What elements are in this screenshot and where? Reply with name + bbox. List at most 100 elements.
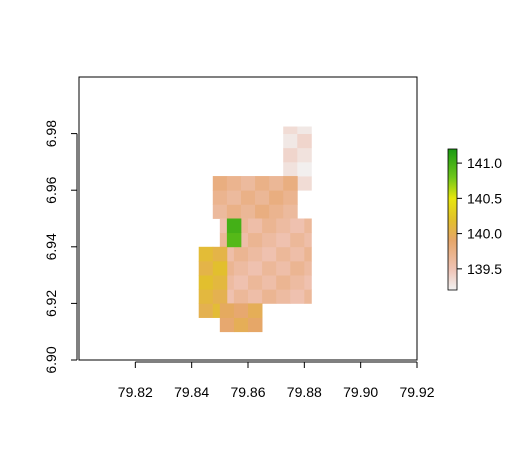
y-tick-label: 6.98: [43, 120, 59, 147]
color-legend: 139.5 140.0 140.5 141.0: [447, 148, 502, 291]
raster-cell: [262, 232, 277, 248]
raster-cell: [297, 147, 312, 163]
x-axis: 79.82 79.84 79.86 79.88 79.90 79.92: [118, 361, 435, 400]
raster-cell: [276, 218, 291, 234]
raster-cell: [233, 260, 249, 276]
raster-cell: [198, 303, 214, 318]
raster-cell: [262, 218, 277, 234]
raster-cell: [248, 218, 263, 234]
legend-tick-label: 141.0: [467, 155, 502, 171]
raster-cell: [233, 317, 249, 333]
raster-cell: [255, 204, 270, 219]
raster-cell: [198, 289, 214, 304]
y-tick-label: 6.90: [43, 346, 59, 373]
raster-cell: [248, 246, 263, 262]
raster-cell: [304, 218, 312, 234]
legend-color-bar: [447, 148, 458, 291]
raster-cell: [290, 218, 305, 234]
legend-tick-label: 139.5: [467, 261, 502, 277]
raster-cell: [276, 246, 291, 262]
raster-cell: [233, 246, 249, 262]
y-axis: 6.90 6.92 6.94 6.96 6.98: [43, 120, 78, 374]
raster-cell: [248, 303, 263, 318]
raster-cell: [255, 190, 270, 205]
raster-cell: [290, 246, 305, 262]
raster-cell: [269, 204, 284, 219]
raster-cell: [283, 176, 298, 191]
raster-cell: [240, 190, 256, 205]
raster-cell: [290, 232, 305, 248]
raster-cell: [269, 190, 284, 205]
raster-cell: [290, 275, 305, 290]
raster-cell: [226, 190, 242, 205]
raster-cell: [226, 218, 242, 234]
raster-cell: [198, 260, 214, 276]
raster-cell: [304, 275, 312, 290]
raster-cell: [262, 260, 277, 276]
raster-cell: [276, 289, 291, 304]
raster-cell: [283, 126, 298, 135]
raster-cell: [290, 260, 305, 276]
raster-cell: [198, 275, 214, 290]
x-tick-label: 79.82: [118, 384, 153, 400]
raster-cell: [276, 232, 291, 248]
plot-frame: [78, 76, 418, 361]
raster-cell: [233, 303, 249, 318]
raster-cell: [255, 176, 270, 191]
raster-cell: [219, 303, 235, 318]
x-tick-label: 79.86: [230, 384, 265, 400]
raster-layer: [198, 126, 312, 333]
raster-cell: [283, 133, 298, 149]
raster-cell: [233, 289, 249, 304]
raster-cell: [248, 275, 263, 290]
raster-region-upper-body: [212, 176, 298, 219]
x-tick-label: 79.92: [399, 384, 434, 400]
raster-cell: [283, 204, 298, 219]
raster-cell: [226, 176, 242, 191]
raster-cell: [248, 232, 263, 248]
raster-cell: [283, 161, 298, 177]
raster-cell: [212, 204, 228, 219]
raster-cell: [304, 246, 312, 262]
x-tick-label: 79.90: [343, 384, 378, 400]
raster-cell: [283, 147, 298, 163]
raster-cell: [212, 275, 228, 290]
legend-tick-label: 140.0: [467, 226, 502, 242]
x-tick-label: 79.88: [287, 384, 322, 400]
raster-cell: [248, 317, 263, 333]
raster-cell: [212, 190, 228, 205]
raster-cell: [304, 232, 312, 248]
raster-cell: [248, 289, 263, 304]
y-tick-label: 6.94: [43, 233, 59, 260]
raster-cell: [248, 260, 263, 276]
raster-region-south-part: [219, 303, 263, 333]
x-tick-label: 79.84: [174, 384, 209, 400]
raster-cell: [240, 204, 256, 219]
raster-cell: [262, 246, 277, 262]
raster-cell: [240, 176, 256, 191]
raster-cell: [233, 275, 249, 290]
raster-region-north-lobe: [283, 126, 312, 191]
raster-cell: [276, 260, 291, 276]
raster-cell: [269, 176, 284, 191]
legend-ticks: 139.5 140.0 140.5 141.0: [457, 155, 502, 277]
raster-cell: [297, 126, 312, 135]
raster-cell: [262, 275, 277, 290]
raster-cell: [276, 275, 291, 290]
raster-cell: [212, 289, 228, 304]
legend-tick-label: 140.5: [467, 190, 502, 206]
raster-cell: [290, 289, 305, 304]
raster-cell: [212, 246, 228, 262]
raster-cell: [304, 260, 312, 276]
raster-cell: [226, 204, 242, 219]
raster-cell: [297, 176, 312, 191]
raster-region-west-edge: [198, 246, 228, 318]
raster-cell: [283, 190, 298, 205]
raster-cell: [212, 260, 228, 276]
raster-cell: [262, 289, 277, 304]
raster-cell: [304, 289, 312, 304]
raster-cell: [297, 161, 312, 177]
y-tick-label: 6.92: [43, 290, 59, 317]
raster-cell: [219, 317, 235, 333]
